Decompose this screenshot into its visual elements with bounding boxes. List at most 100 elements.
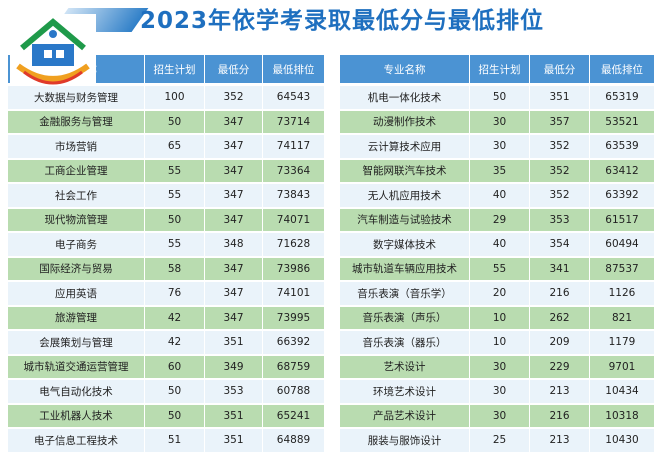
page-title: 2023年依学考录取最低分与最低排位 [140,8,545,34]
table-cell: 352 [530,135,589,158]
table-cell: 73714 [263,110,324,133]
column-header: 最低排位 [263,55,324,83]
table-cell: 25 [470,429,529,452]
table-cell: 30 [470,380,529,403]
table-cell: 209 [530,331,589,354]
table-cell: 347 [205,110,262,133]
table-cell: 63412 [590,159,654,182]
major-name: 大数据与财务管理 [8,86,144,109]
table-cell: 73364 [263,159,324,182]
table-cell: 10434 [590,380,654,403]
table-cell: 216 [530,282,589,305]
column-header: 招生计划 [470,55,529,83]
major-name: 应用英语 [8,282,144,305]
table-cell: 262 [530,306,589,329]
table-cell: 30 [470,355,529,378]
major-name: 艺术设计 [340,355,469,378]
table-cell: 35 [470,159,529,182]
table-cell: 10318 [590,404,654,427]
table-cell: 347 [205,282,262,305]
table-cell: 76 [145,282,204,305]
table-cell: 352 [530,184,589,207]
table-cell: 229 [530,355,589,378]
table-cell: 216 [530,404,589,427]
major-name: 环境艺术设计 [340,380,469,403]
table-cell: 30 [470,404,529,427]
table-cell: 63539 [590,135,654,158]
table-cell: 65241 [263,404,324,427]
table-cell: 347 [205,208,262,231]
table-cell: 354 [530,233,589,256]
table-cell: 53521 [590,110,654,133]
table-cell: 73995 [263,306,324,329]
table-cell: 55 [470,257,529,280]
major-name: 智能网联汽车技术 [340,159,469,182]
major-name: 国际经济与贸易 [8,257,144,280]
major-name: 旅游管理 [8,306,144,329]
table-cell: 42 [145,331,204,354]
table-cell: 351 [530,86,589,109]
table-cell: 10 [470,331,529,354]
table-cell: 73843 [263,184,324,207]
table-cell: 10 [470,306,529,329]
major-name: 城市轨道车辆应用技术 [340,257,469,280]
table-cell: 50 [145,380,204,403]
table-cell: 60494 [590,233,654,256]
major-name: 会展策划与管理 [8,331,144,354]
table-cell: 29 [470,208,529,231]
table-cell: 347 [205,159,262,182]
table-cell: 347 [205,257,262,280]
table-cell: 60 [145,355,204,378]
table-cell: 66392 [263,331,324,354]
table-cell: 87537 [590,257,654,280]
major-name: 动漫制作技术 [340,110,469,133]
table-cell: 341 [530,257,589,280]
column-header: 招生计划 [145,55,204,83]
table-cell: 1126 [590,282,654,305]
table-cell: 50 [470,86,529,109]
table-cell: 352 [530,159,589,182]
table-cell: 50 [145,208,204,231]
table-cell: 63392 [590,184,654,207]
table-cell: 353 [205,380,262,403]
major-name: 服装与服饰设计 [340,429,469,452]
table-cell: 65319 [590,86,654,109]
column-header: 最低排位 [590,55,654,83]
major-name: 工业机器人技术 [8,404,144,427]
major-name: 电气自动化技术 [8,380,144,403]
major-name: 电子信息工程技术 [8,429,144,452]
table-cell: 10430 [590,429,654,452]
table-cell: 58 [145,257,204,280]
table-cell: 74117 [263,135,324,158]
table-cell: 357 [530,110,589,133]
table-cell: 349 [205,355,262,378]
major-name: 云计算技术应用 [340,135,469,158]
table-cell: 821 [590,306,654,329]
major-name: 汽车制造与试验技术 [340,208,469,231]
table-cell: 42 [145,306,204,329]
table-cell: 9701 [590,355,654,378]
table-cell: 60788 [263,380,324,403]
table-cell: 20 [470,282,529,305]
major-name: 音乐表演（器乐） [340,331,469,354]
table-cell: 347 [205,135,262,158]
table-cell: 50 [145,404,204,427]
major-name: 音乐表演（声乐） [340,306,469,329]
major-name: 电子商务 [8,233,144,256]
table-cell: 68759 [263,355,324,378]
table-cell: 65 [145,135,204,158]
table-cell: 352 [205,86,262,109]
column-header: 最低分 [530,55,589,83]
table-cell: 30 [470,135,529,158]
column-header: 专业名称 [340,55,469,83]
major-name: 工商企业管理 [8,159,144,182]
table-cell: 213 [530,380,589,403]
major-name: 社会工作 [8,184,144,207]
table-cell: 348 [205,233,262,256]
table-cell: 51 [145,429,204,452]
major-name: 市场营销 [8,135,144,158]
table-cell: 30 [470,110,529,133]
table-cell: 61517 [590,208,654,231]
table-cell: 347 [205,184,262,207]
